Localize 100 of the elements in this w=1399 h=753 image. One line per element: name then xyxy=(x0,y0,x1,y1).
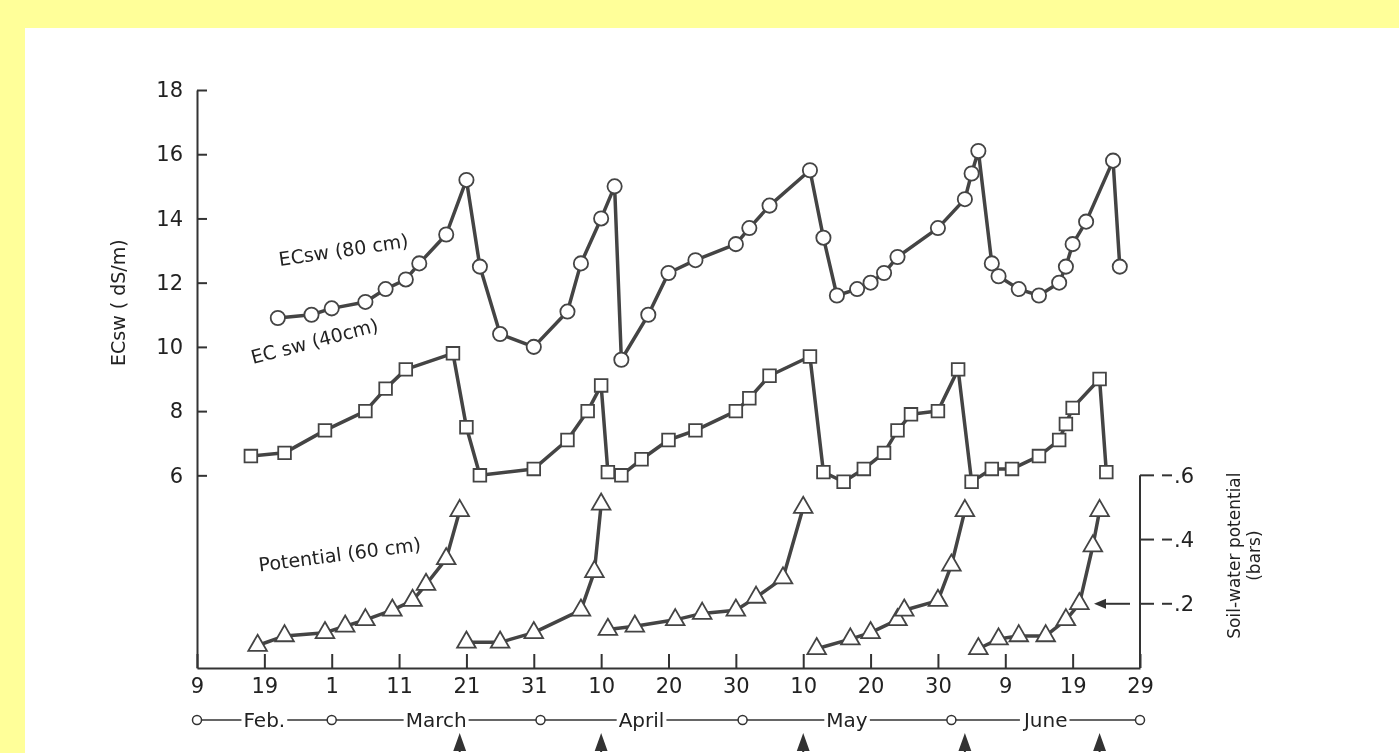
text: Feb. xyxy=(243,708,286,732)
point xyxy=(941,553,962,572)
point xyxy=(983,255,1000,272)
point xyxy=(793,495,814,514)
point xyxy=(334,614,356,633)
x-tick-label: 30 xyxy=(925,673,952,698)
y2-tick-label: .2 xyxy=(1174,592,1195,617)
x-tick-label: 19 xyxy=(1059,673,1087,698)
point xyxy=(415,572,437,591)
point xyxy=(600,464,616,480)
point xyxy=(661,432,676,448)
point xyxy=(990,268,1007,285)
point xyxy=(472,468,488,483)
point xyxy=(1008,624,1029,643)
point xyxy=(624,614,646,633)
point xyxy=(970,142,987,160)
x-tick-label: 9 xyxy=(190,673,205,698)
point xyxy=(449,499,470,517)
point xyxy=(950,362,966,377)
point xyxy=(876,265,893,282)
point xyxy=(849,281,866,298)
point xyxy=(1051,274,1068,291)
point xyxy=(815,229,832,246)
point xyxy=(828,287,845,304)
y-tick-label: 14 xyxy=(156,206,183,231)
point xyxy=(856,461,872,477)
point xyxy=(761,197,778,214)
point xyxy=(1069,592,1090,611)
x-tick-label: 31 xyxy=(520,673,548,698)
point xyxy=(660,265,677,282)
point xyxy=(862,274,879,291)
point xyxy=(806,637,827,656)
point xyxy=(525,338,542,355)
point xyxy=(1031,448,1047,464)
point xyxy=(1111,258,1128,275)
point xyxy=(1058,416,1074,432)
point xyxy=(988,627,1009,646)
point xyxy=(1055,608,1077,627)
point xyxy=(382,598,403,617)
point xyxy=(614,468,629,483)
point xyxy=(1105,152,1122,169)
point xyxy=(927,588,949,607)
point xyxy=(1064,236,1081,253)
point xyxy=(742,391,757,406)
point xyxy=(745,585,767,604)
point xyxy=(860,621,881,639)
x-tick-label: 20 xyxy=(655,673,683,698)
point xyxy=(526,461,542,477)
point xyxy=(840,627,861,646)
text: June xyxy=(1021,708,1068,732)
point xyxy=(458,171,475,188)
point xyxy=(606,178,623,195)
point xyxy=(772,566,794,585)
point xyxy=(559,303,576,320)
text: Potential (60 cm) xyxy=(257,532,423,576)
point xyxy=(492,326,509,343)
y-axis-title: ECsw ( dS/m) xyxy=(107,239,129,366)
text: ECsw (80 cm) xyxy=(277,229,410,270)
point xyxy=(377,281,394,298)
point xyxy=(1035,624,1056,643)
y-tick-label: 10 xyxy=(156,335,183,360)
y2-tick-label: .6 xyxy=(1174,463,1195,488)
point xyxy=(489,630,511,649)
point xyxy=(570,598,592,617)
point xyxy=(954,499,976,517)
point xyxy=(728,403,744,419)
point xyxy=(590,492,612,511)
text: March xyxy=(405,708,467,732)
point xyxy=(438,226,455,243)
point xyxy=(580,403,595,419)
point xyxy=(836,474,851,489)
point xyxy=(963,165,980,182)
y-tick-label: 16 xyxy=(156,142,183,167)
point xyxy=(436,547,457,566)
point xyxy=(688,423,703,438)
point xyxy=(572,255,589,272)
point xyxy=(876,445,892,461)
point xyxy=(597,617,619,636)
x-tick-label: 9 xyxy=(999,673,1013,698)
y2-tick-label: .4 xyxy=(1174,527,1195,552)
y2-axis-title: Soil-water potential (bars) xyxy=(1224,472,1265,639)
point xyxy=(1065,400,1080,416)
point xyxy=(890,423,905,438)
x-tick-label: 11 xyxy=(386,673,413,698)
point xyxy=(593,378,609,393)
x-tick-label: 20 xyxy=(857,673,885,698)
point xyxy=(584,560,605,578)
point xyxy=(1030,287,1047,304)
point xyxy=(691,601,713,620)
point xyxy=(894,598,915,617)
y-tick-label: 18 xyxy=(156,78,183,103)
point xyxy=(398,362,414,377)
point xyxy=(402,588,423,607)
point xyxy=(1004,461,1020,477)
point xyxy=(984,461,1000,477)
point xyxy=(358,403,373,419)
point xyxy=(378,381,393,396)
point xyxy=(323,300,340,317)
point xyxy=(930,403,946,419)
x-tick-label: 1 xyxy=(325,673,339,698)
